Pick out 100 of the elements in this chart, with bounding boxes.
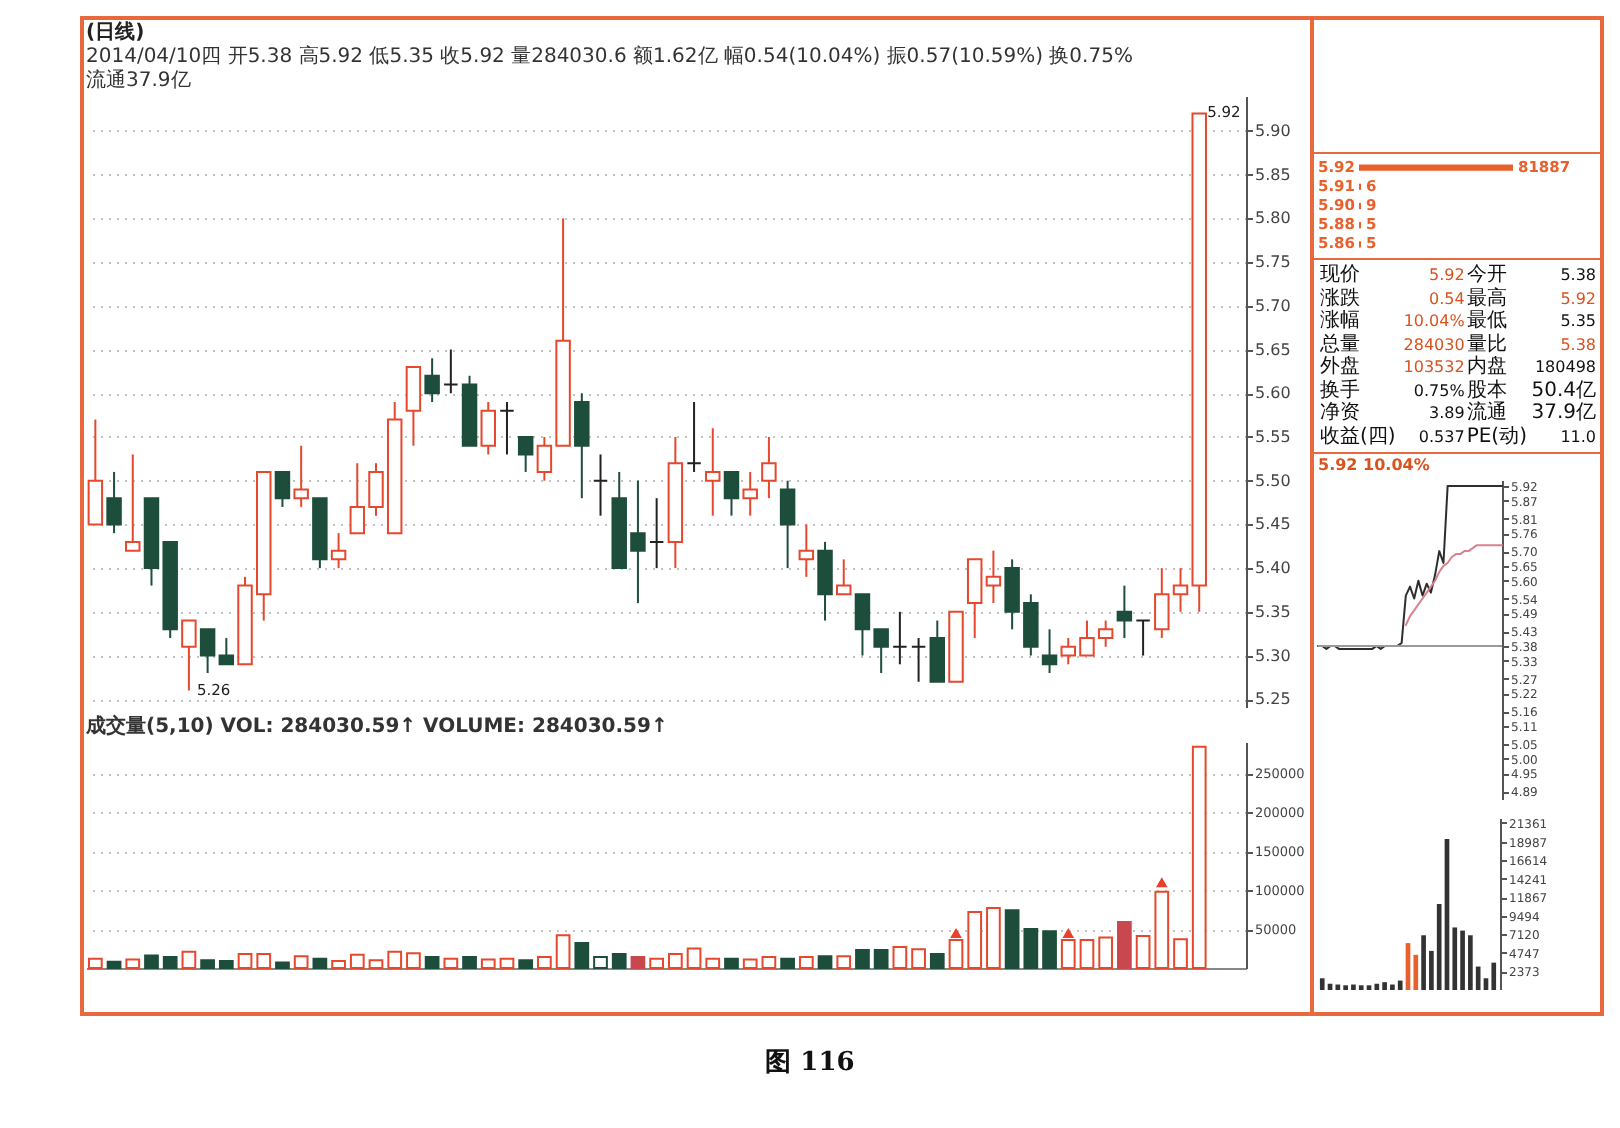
text: 涨幅 xyxy=(1320,310,1362,333)
text: 5.38 xyxy=(1558,264,1596,287)
bar xyxy=(836,955,852,969)
y-tick-label: 5.45 xyxy=(1255,515,1291,534)
candlestick xyxy=(779,479,796,570)
y-tick-label: 5.50 xyxy=(1255,471,1291,490)
bar xyxy=(929,952,945,969)
text: 5.38 xyxy=(1558,333,1596,356)
bar xyxy=(1374,983,1380,990)
y-tick-label: 5.35 xyxy=(1255,602,1291,621)
chart-title: 5.92 10.04% xyxy=(1318,455,1430,474)
text: 50.4亿 xyxy=(1529,379,1596,402)
y-tick-label: 5.70 xyxy=(1255,296,1291,315)
bar xyxy=(312,957,328,969)
bar xyxy=(761,956,777,969)
candlestick xyxy=(1041,628,1058,675)
bar xyxy=(518,959,534,969)
y-tick-label: 5.65 xyxy=(1255,340,1291,359)
bar xyxy=(1421,935,1426,990)
candlestick xyxy=(1135,619,1151,657)
y-tick-label: 5.60 xyxy=(1255,384,1291,403)
candlestick xyxy=(574,392,590,500)
text: 3.89 xyxy=(1427,402,1465,425)
y-tick-label: 5.40 xyxy=(1255,559,1291,578)
bar xyxy=(537,956,552,969)
bar xyxy=(1390,984,1395,990)
y-tick-label: 5.90 xyxy=(1255,121,1291,140)
bar xyxy=(1154,890,1170,969)
candlestick xyxy=(274,470,291,508)
bar xyxy=(424,956,440,969)
bar xyxy=(275,961,290,969)
candlestick xyxy=(742,470,758,517)
y-tick-label: 5.80 xyxy=(1255,209,1291,228)
text: 37.9亿 xyxy=(1529,402,1596,425)
bar xyxy=(349,953,365,969)
text: 内盘 xyxy=(1466,356,1509,379)
bar xyxy=(555,934,571,969)
candlestick xyxy=(761,435,777,500)
candlestick xyxy=(592,453,609,517)
bar xyxy=(1042,930,1057,969)
bar xyxy=(1491,962,1497,990)
bar xyxy=(911,948,926,969)
bar xyxy=(162,956,178,969)
text: 涨跌 xyxy=(1320,287,1362,309)
candlestick xyxy=(330,532,347,570)
text: 11.0 xyxy=(1558,425,1596,448)
bar xyxy=(106,960,122,969)
text: 103532 xyxy=(1401,356,1465,379)
candlestick xyxy=(910,637,927,683)
candlestick xyxy=(517,435,534,473)
text: 今开 xyxy=(1466,264,1509,287)
bar xyxy=(1173,938,1188,969)
bar xyxy=(125,958,141,969)
candlestick xyxy=(199,628,216,675)
text: 净资 xyxy=(1320,402,1362,425)
candlestick xyxy=(443,348,459,395)
candlestick xyxy=(798,523,815,578)
bar xyxy=(499,957,515,969)
bar xyxy=(780,957,795,969)
candlestick xyxy=(836,558,852,596)
bar xyxy=(873,949,889,969)
bar xyxy=(630,956,646,969)
bar xyxy=(1098,936,1114,969)
bar xyxy=(368,959,384,969)
text: 0.537 xyxy=(1416,425,1465,448)
bar xyxy=(218,959,234,969)
bar xyxy=(293,955,309,969)
bar xyxy=(1191,745,1207,969)
bar xyxy=(724,957,739,969)
candlestick xyxy=(966,558,983,640)
bar xyxy=(705,957,721,969)
text: 最低 xyxy=(1466,310,1509,333)
bar xyxy=(967,910,983,969)
y-tick-label: 5.30 xyxy=(1255,646,1291,665)
chart-subtitle: 2014/04/10四 开5.38 高5.92 低5.35 收5.92 量284030.6 额1.62亿 幅0.54(10.04%) 振0.57(10.59%) 换0.75% 流通37.9亿 xyxy=(86,44,1133,92)
candlestick xyxy=(817,540,833,622)
bar xyxy=(1468,935,1473,990)
candlestick xyxy=(218,637,235,666)
text: 外盘 xyxy=(1320,356,1362,379)
candlestick xyxy=(705,427,721,517)
y-tick-label: 5.25 xyxy=(1255,690,1291,709)
text: 284030 xyxy=(1401,333,1465,356)
bar xyxy=(1359,164,1513,171)
bar xyxy=(480,958,496,969)
candlestick xyxy=(181,619,197,692)
bar xyxy=(200,959,215,969)
bar xyxy=(1351,984,1356,990)
text: 最高 xyxy=(1466,287,1509,310)
bar xyxy=(798,956,814,969)
chart-title: (日线) xyxy=(86,20,145,44)
line-series xyxy=(1317,484,1503,650)
text: 5.35 xyxy=(1558,310,1596,333)
text: 换手 xyxy=(1320,379,1362,402)
text: 量比 xyxy=(1466,333,1509,355)
y-tick-label: 5.85 xyxy=(1255,165,1291,184)
candlestick xyxy=(723,470,740,517)
text: 流通 xyxy=(1466,402,1509,425)
bar xyxy=(1135,935,1151,969)
text: PE(动) xyxy=(1466,425,1527,448)
bar xyxy=(331,959,346,969)
